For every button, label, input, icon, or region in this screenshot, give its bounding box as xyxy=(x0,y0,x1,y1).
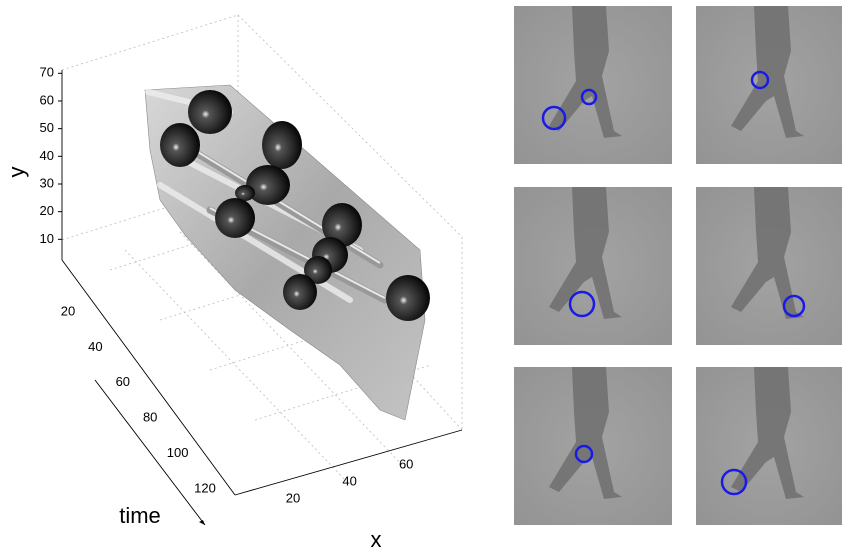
frame xyxy=(696,367,842,525)
y-axis-label: y xyxy=(4,167,29,178)
y-tick-label: 30 xyxy=(40,175,54,190)
x-axis-label: x xyxy=(371,527,382,551)
frame xyxy=(514,187,672,345)
time-tick-label: 40 xyxy=(88,339,102,354)
frames xyxy=(514,6,842,525)
y-tick-label: 50 xyxy=(40,120,54,135)
time-tick-label: 60 xyxy=(116,374,130,389)
frame xyxy=(696,6,842,164)
y-tick-label: 20 xyxy=(40,203,54,218)
time-axis-label: time xyxy=(119,503,161,528)
frame xyxy=(696,187,842,345)
x-tick-label: 40 xyxy=(342,473,356,488)
time-tick-label: 120 xyxy=(194,480,216,495)
y-tick-label: 40 xyxy=(40,148,54,163)
x-tick-label: 20 xyxy=(286,490,300,505)
x-tick-label: 60 xyxy=(399,456,413,471)
y-tick-label: 60 xyxy=(40,92,54,107)
time-tick-label: 100 xyxy=(167,445,189,460)
frame xyxy=(514,367,672,525)
frame xyxy=(514,6,672,164)
y-tick-label: 70 xyxy=(40,65,54,80)
y-tick-label: 10 xyxy=(40,231,54,246)
figure: y time x 10 20 30 40 50 60 70 20 40 60 80 100 120 20 4… xyxy=(0,0,843,551)
time-tick-label: 80 xyxy=(143,410,157,425)
time-tick-label: 20 xyxy=(61,303,75,318)
